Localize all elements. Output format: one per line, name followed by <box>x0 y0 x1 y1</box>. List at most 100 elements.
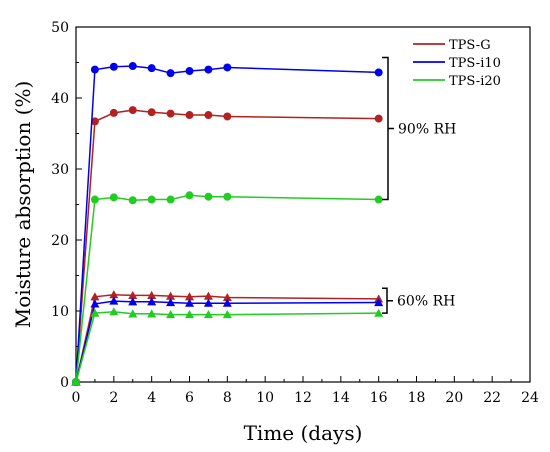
data-point <box>128 106 137 115</box>
x-tick-label: 12 <box>294 390 312 406</box>
data-point <box>147 195 156 204</box>
data-point <box>109 108 118 117</box>
data-point <box>204 111 213 120</box>
data-point <box>374 297 384 307</box>
data-point <box>147 64 156 73</box>
data-point <box>109 290 119 299</box>
data-point <box>128 196 137 205</box>
y-axis-title: Moisture absorption (%) <box>11 81 35 329</box>
y-tick-label: 40 <box>51 91 69 107</box>
data-point <box>185 111 194 120</box>
legend-label: TPS-i20 <box>449 74 501 89</box>
x-tick-label: 2 <box>109 390 118 406</box>
data-point <box>204 65 213 74</box>
data-point <box>166 69 175 78</box>
x-tick-label: 4 <box>147 390 156 406</box>
rh-bracket: 60% RH <box>382 287 455 314</box>
data-point <box>166 195 175 204</box>
x-tick-label: 8 <box>223 390 232 406</box>
data-point <box>222 298 232 307</box>
y-tick-label: 10 <box>51 304 69 320</box>
series-tps-i10-60rh <box>71 296 384 386</box>
data-point <box>203 310 213 319</box>
data-point <box>109 307 119 316</box>
data-point <box>374 68 383 77</box>
data-point <box>109 193 118 202</box>
data-point <box>374 195 383 204</box>
data-point <box>166 291 176 300</box>
series-tps-i20-90rh <box>72 191 383 386</box>
x-tick-label: 14 <box>332 390 350 406</box>
data-point <box>147 290 157 299</box>
data-point <box>109 62 118 71</box>
data-point <box>185 310 194 319</box>
legend-label: TPS-G <box>449 38 491 53</box>
series-line <box>75 300 379 383</box>
data-point <box>90 195 99 204</box>
data-point <box>203 291 213 300</box>
data-point <box>147 309 157 318</box>
legend-item: TPS-G <box>413 38 491 53</box>
data-point <box>90 299 100 308</box>
annotation-layer: 90% RH 60% RH <box>382 56 456 314</box>
data-point <box>374 308 384 317</box>
data-point <box>90 65 99 74</box>
series-layer <box>71 62 384 386</box>
x-axis-title: Time (days) <box>244 421 363 445</box>
bracket-line <box>382 287 393 314</box>
legend-item: TPS-i10 <box>413 56 501 71</box>
bracket-line <box>382 56 394 201</box>
legend-item: TPS-i20 <box>413 74 501 89</box>
x-tick-label: 22 <box>483 390 501 406</box>
data-point <box>185 292 194 301</box>
data-point <box>128 290 138 299</box>
rh-label: 60% RH <box>397 294 455 310</box>
y-tick-label: 50 <box>51 20 69 36</box>
series-line <box>75 194 379 383</box>
x-tick-label: 6 <box>185 390 194 406</box>
legend: TPS-G TPS-i10 TPS-i20 <box>413 38 501 89</box>
data-point <box>128 309 138 318</box>
data-point <box>204 192 213 201</box>
y-tick-label: 30 <box>51 162 69 178</box>
y-tick-label: 20 <box>51 233 69 249</box>
data-point <box>90 292 100 301</box>
x-tick-label: 18 <box>408 390 426 406</box>
rh-label: 90% RH <box>398 122 456 138</box>
series-tps-i20-60rh <box>71 307 384 386</box>
data-point <box>374 114 383 123</box>
series-line <box>75 293 379 383</box>
data-point <box>147 297 157 306</box>
series-line <box>75 109 379 383</box>
series-tps-g-90rh <box>72 106 383 386</box>
data-point <box>128 62 137 71</box>
data-point <box>128 297 138 306</box>
data-point <box>185 191 194 200</box>
x-tick-label: 20 <box>445 390 463 406</box>
x-tick-label: 10 <box>256 390 274 406</box>
series-line <box>75 65 379 383</box>
data-point <box>222 293 232 302</box>
data-point <box>166 310 176 319</box>
x-tick-label: 16 <box>370 390 388 406</box>
data-point <box>223 63 232 72</box>
data-point <box>223 112 232 121</box>
rh-bracket: 90% RH <box>382 56 456 201</box>
data-point <box>90 117 99 126</box>
x-tick-label: 0 <box>72 390 81 406</box>
data-point <box>203 298 213 307</box>
data-point <box>166 297 176 307</box>
x-tick-label: 24 <box>521 390 539 406</box>
data-point <box>90 308 100 317</box>
data-point <box>222 310 232 319</box>
data-point <box>185 67 194 76</box>
series-line <box>75 310 379 383</box>
data-point <box>71 377 81 386</box>
data-point <box>147 108 156 117</box>
data-point <box>223 192 232 201</box>
data-point <box>185 298 194 307</box>
legend-label: TPS-i10 <box>449 56 501 71</box>
data-point <box>109 296 119 305</box>
